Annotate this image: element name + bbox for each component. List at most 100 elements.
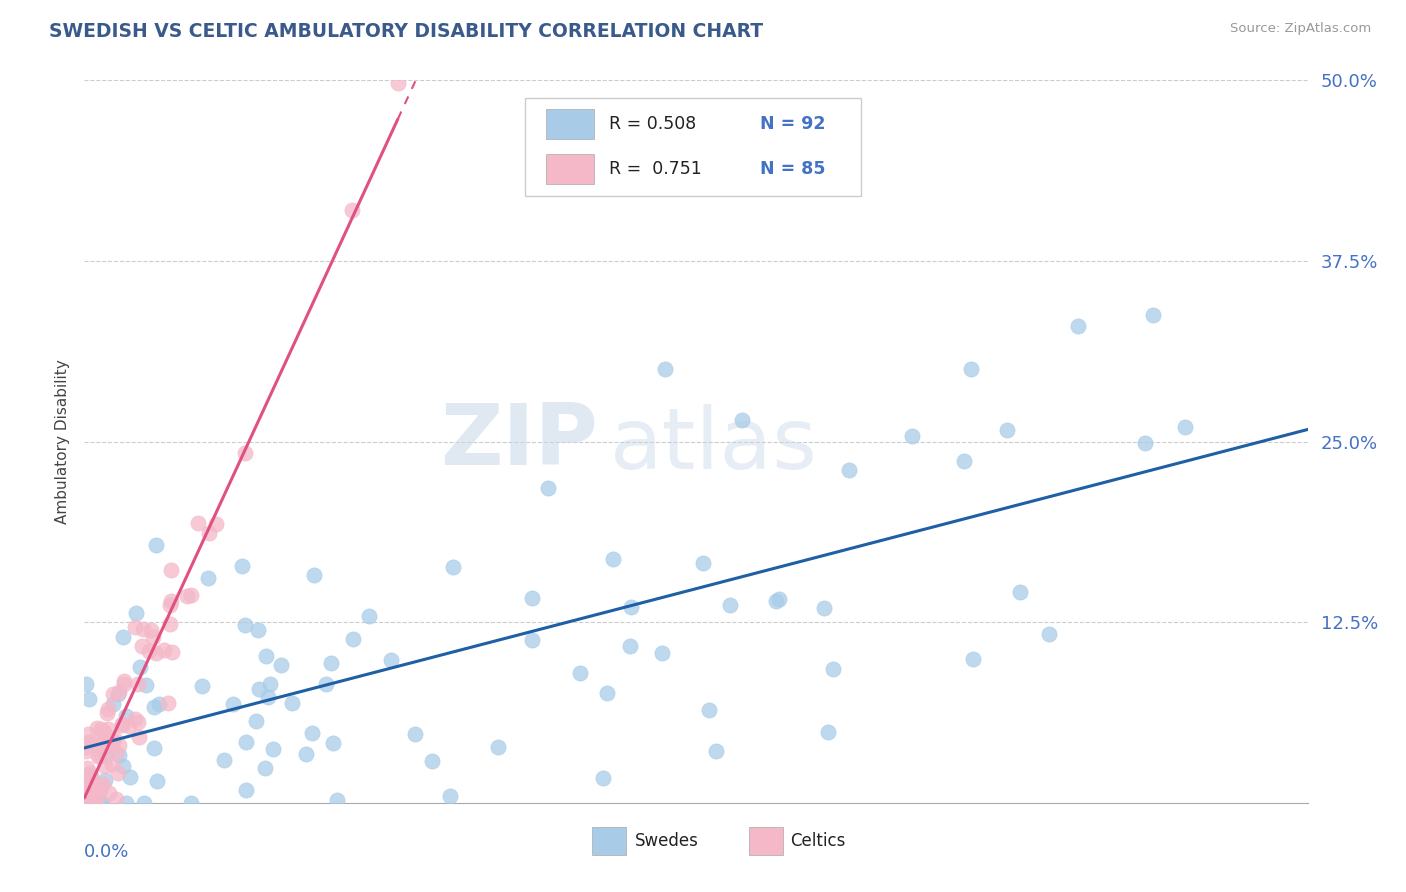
Point [111,718,134,732]
Y-axis label: Ambulatory Disability: Ambulatory Disability [55,359,70,524]
Text: N = 85: N = 85 [759,161,825,178]
Point [103,731,125,746]
Point [115,709,138,723]
Point [77,735,100,749]
Point [103,697,125,711]
Point [159,598,181,612]
Point [422,754,444,768]
Point [281,696,304,710]
Point [380,653,402,667]
Point [160,645,183,659]
Point [817,724,839,739]
Text: Swedes: Swedes [636,832,699,850]
Point [180,796,202,810]
Point [125,606,148,620]
Text: N = 92: N = 92 [759,115,825,133]
Point [77,785,100,799]
Point [962,652,984,666]
Point [91,796,114,810]
Point [138,644,160,658]
Point [315,677,337,691]
Point [75,796,97,810]
Point [77,727,100,741]
Point [404,727,426,741]
Point [77,796,100,810]
Point [79,767,101,781]
Point [520,591,543,605]
Point [301,726,323,740]
Point [619,640,641,654]
Point [111,630,134,644]
Point [1174,420,1197,434]
Point [997,423,1019,437]
Point [142,630,165,644]
Point [569,666,592,681]
Point [112,674,135,689]
Point [486,740,509,755]
Point [77,735,100,749]
Point [813,601,835,615]
Point [75,796,97,810]
Point [153,642,176,657]
Point [132,622,155,636]
Point [145,538,167,552]
Point [197,571,219,585]
Point [103,687,125,701]
Point [439,789,461,803]
Point [132,796,155,810]
Point [157,697,180,711]
Point [322,736,344,750]
Point [124,620,146,634]
Text: SWEDISH VS CELTIC AMBULATORY DISABILITY CORRELATION CHART: SWEDISH VS CELTIC AMBULATORY DISABILITY … [49,22,763,41]
Point [212,753,235,767]
Point [84,796,107,810]
Point [79,766,101,780]
Text: R = 0.508: R = 0.508 [609,115,696,133]
Point [86,721,108,735]
Point [108,685,131,699]
Point [768,592,790,607]
Point [952,454,974,468]
Point [692,556,714,570]
Text: ZIP: ZIP [440,400,598,483]
Point [90,796,112,810]
Point [262,742,284,756]
Point [75,744,97,758]
Point [592,771,614,785]
Point [112,677,135,691]
Point [104,746,127,760]
Point [87,749,110,764]
Text: 0.0%: 0.0% [84,843,129,861]
Point [96,747,118,762]
Point [159,617,181,632]
Point [720,599,742,613]
Point [821,662,844,676]
Point [87,781,110,796]
Point [111,759,134,773]
Point [357,609,380,624]
Point [135,678,157,692]
Point [97,702,120,716]
Point [235,783,257,797]
Point [89,749,111,764]
Text: Source: ZipAtlas.com: Source: ZipAtlas.com [1230,22,1371,36]
Point [537,481,560,495]
Point [602,552,624,566]
FancyBboxPatch shape [592,828,626,855]
Point [441,560,464,574]
Point [76,796,98,810]
Point [141,624,163,638]
Point [127,677,149,691]
Point [960,362,983,376]
Point [387,76,409,90]
Point [222,698,245,712]
Point [89,778,111,792]
Point [75,676,97,690]
Point [1133,436,1156,450]
Point [142,700,165,714]
Point [120,770,142,784]
Point [1038,627,1060,641]
Point [235,734,257,748]
Text: atlas: atlas [610,404,818,487]
Point [79,692,101,706]
